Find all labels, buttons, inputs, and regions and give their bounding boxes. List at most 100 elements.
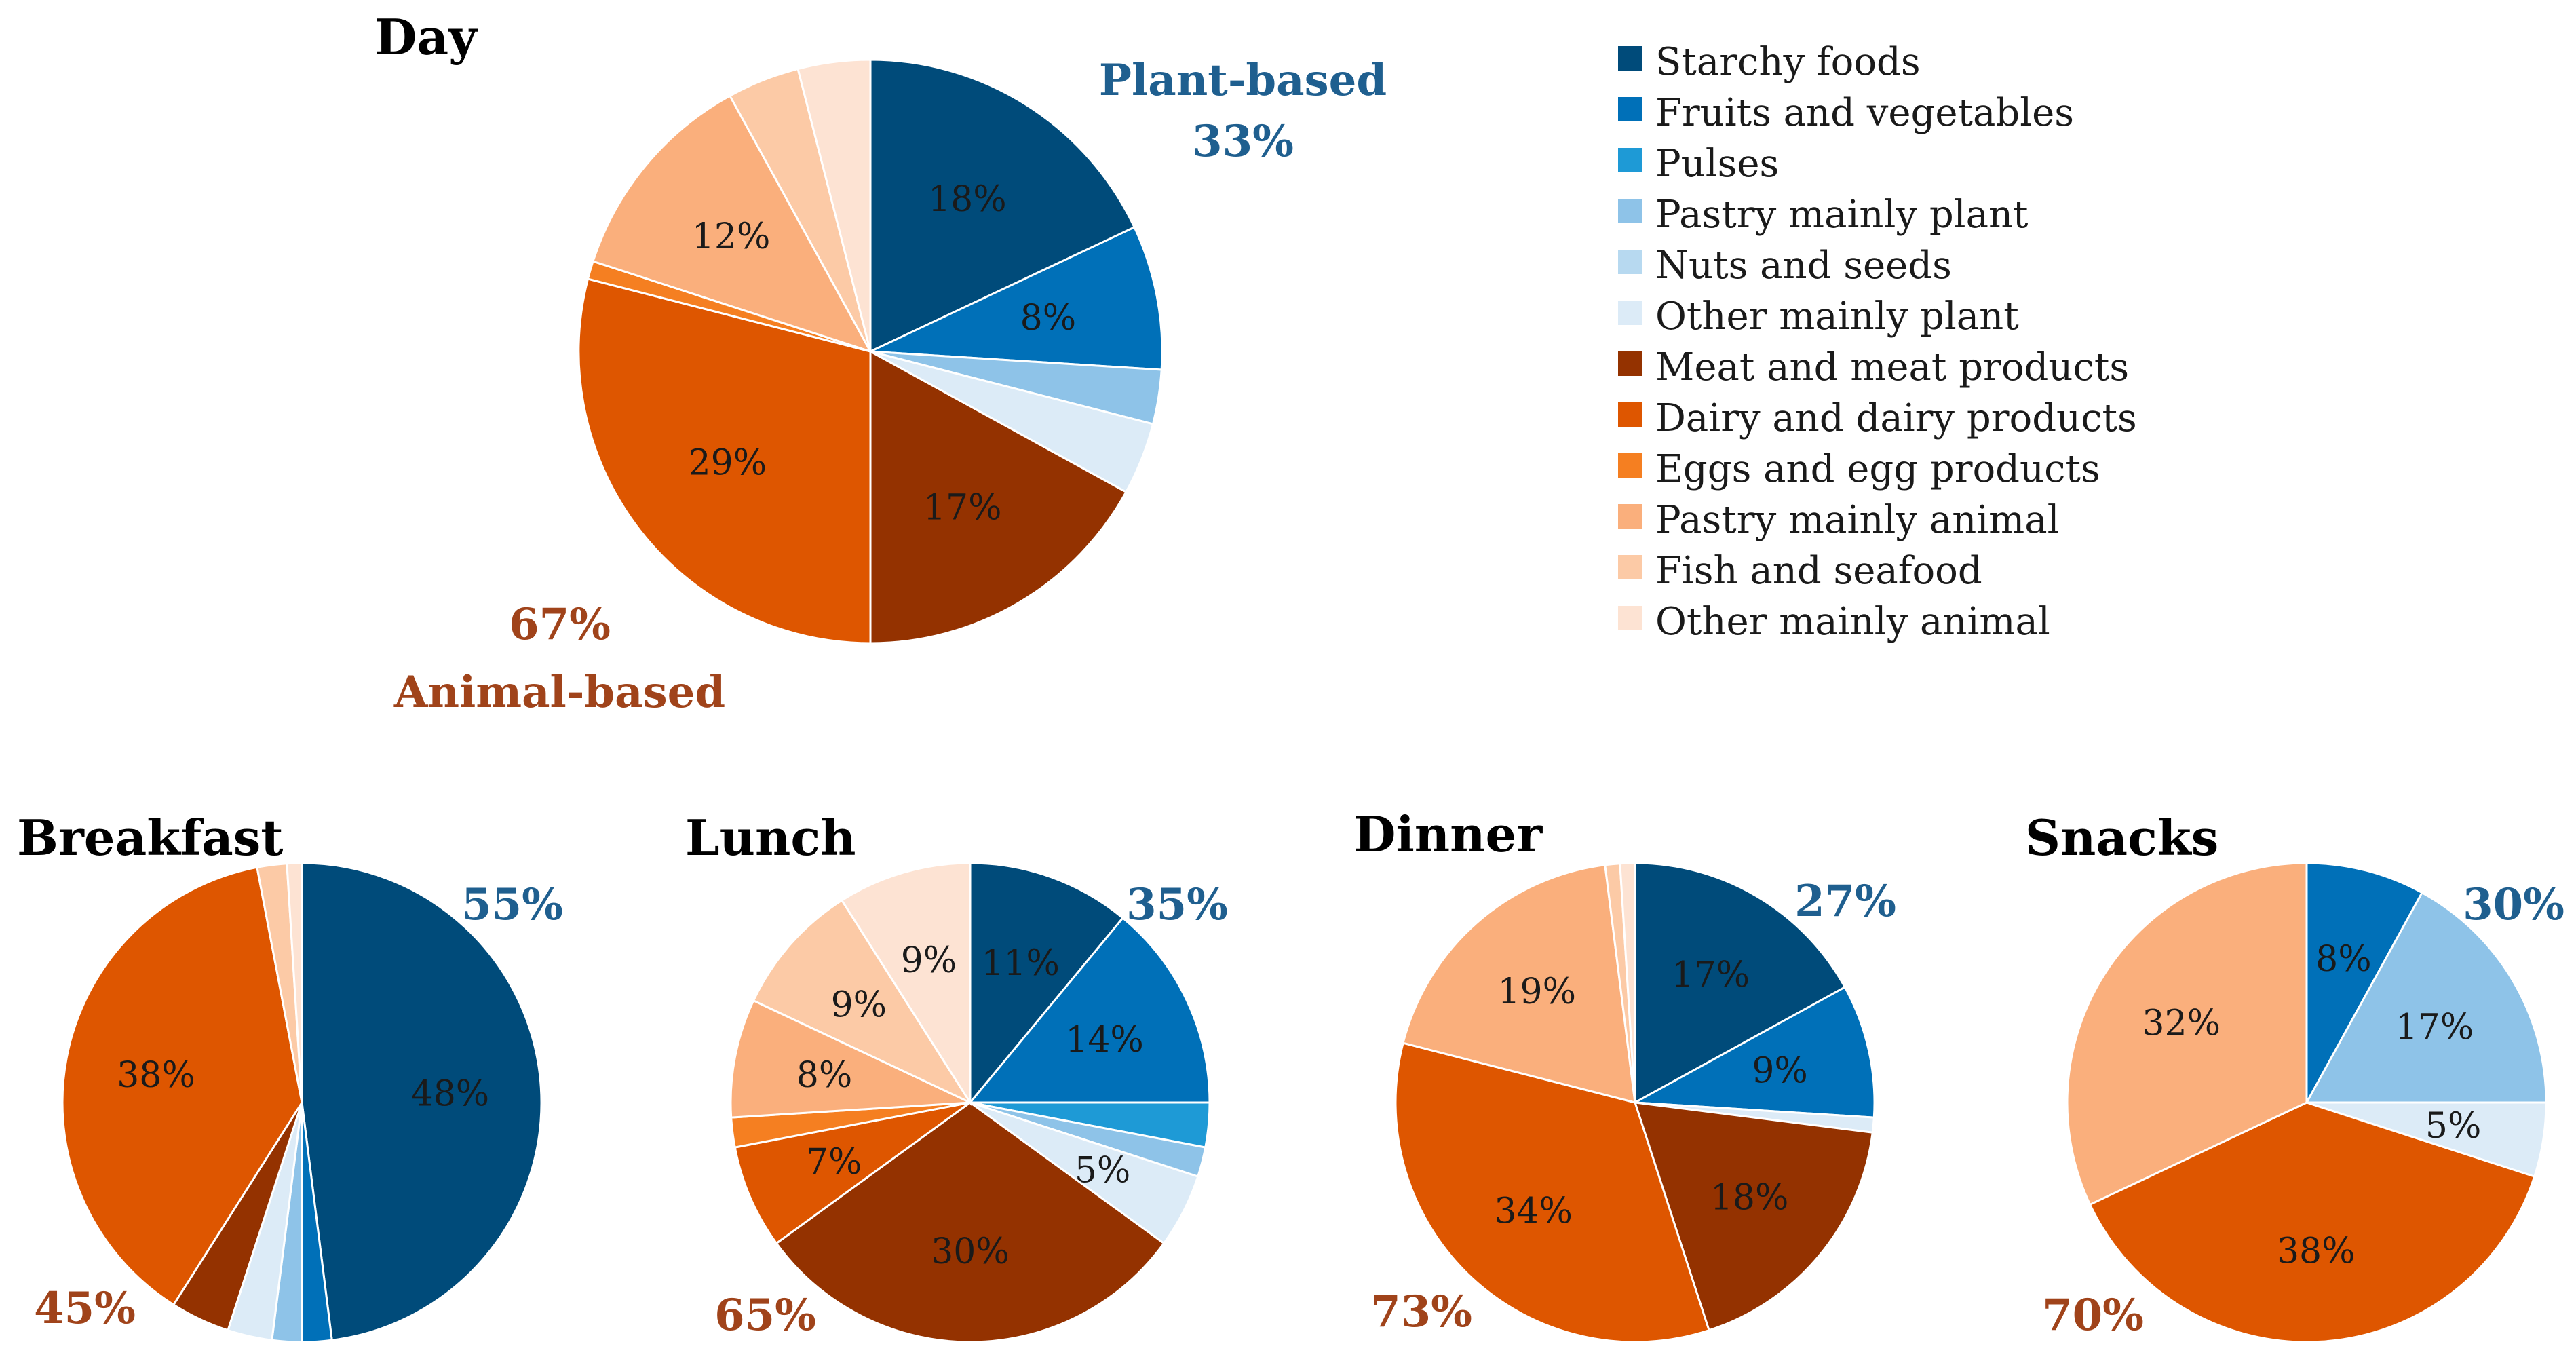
- pie-dinner-slice-other-mainly-animal: [1619, 862, 1636, 1103]
- legend-swatch-pastry-mainly-plant: [1618, 199, 1642, 223]
- pie-lunch-label-other-mainly-animal: 9%: [901, 940, 957, 981]
- legend-label-pastry-mainly-plant: Pastry mainly plant: [1655, 193, 2029, 237]
- legend-label-nuts-and-seeds: Nuts and seeds: [1655, 244, 1952, 288]
- pie-lunch-title: Lunch: [685, 809, 856, 866]
- pie-day-label-pastry-mainly-animal: 12%: [692, 216, 771, 257]
- pie-snacks-label-fruits-and-vegetables: 8%: [2315, 939, 2372, 980]
- pie-lunch-slice-pastry-mainly-animal: [729, 999, 971, 1119]
- pie-dinner-label-dairy-and-dairy-products: 34%: [1494, 1191, 1573, 1232]
- pie-dinner-animal-total: 73%: [1370, 1286, 1472, 1337]
- pie-dinner-plant-total: 27%: [1794, 876, 1896, 927]
- legend-swatch-meat-and-meat-products: [1618, 351, 1642, 376]
- pie-breakfast-slice-starchy-foods: [301, 862, 543, 1341]
- pie-lunch-slice-fish-and-seafood: [752, 898, 974, 1105]
- pie-day-slice-other-mainly-animal: [796, 58, 872, 352]
- pie-breakfast-label-starchy-foods: 48%: [411, 1073, 490, 1114]
- legend: Starchy foods Fruits and vegetables Pulses…: [1618, 40, 2137, 644]
- legend-swatch-other-mainly-animal: [1618, 606, 1642, 630]
- pie-day-label-meat-and-meat-products: 17%: [923, 487, 1002, 528]
- pie-lunch-slice-starchy-foods: [969, 862, 1125, 1106]
- pie-dinner-title: Dinner: [1353, 805, 1543, 863]
- legend-swatch-other-mainly-plant: [1618, 301, 1642, 325]
- pie-snacks-title: Snacks: [2025, 809, 2218, 866]
- pie-dinner-slice-dairy-and-dairy-products: [1394, 1041, 1710, 1343]
- pie-snacks-plant-total: 30%: [2463, 879, 2564, 930]
- legend-swatch-pastry-mainly-animal: [1618, 504, 1642, 529]
- pie-dinner-slice-fruits-and-vegetables: [1631, 985, 1876, 1119]
- pie-lunch-slices: 11%14%5%30%7%8%9%9%: [729, 862, 1211, 1343]
- pie-lunch-slice-other-mainly-animal: [840, 862, 972, 1107]
- pie-snacks-slice-pastry-mainly-plant: [2305, 891, 2548, 1104]
- pie-breakfast-slices: 48% 38%: [61, 862, 543, 1343]
- pie-breakfast-animal-total: 45%: [34, 1283, 136, 1334]
- pie-snacks-label-pastry-mainly-plant: 17%: [2396, 1008, 2474, 1048]
- legend-label-other-mainly-plant: Other mainly plant: [1655, 294, 2019, 339]
- legend-label-starchy-foods: Starchy foods: [1655, 40, 1921, 84]
- pie-snacks: Snacks 8% 17% 5% 38% 32% 30% 70%: [2025, 809, 2564, 1343]
- legend-swatch-nuts-and-seeds: [1618, 250, 1642, 274]
- pie-day-plant-total: 33%: [1192, 116, 1294, 167]
- pie-snacks-label-dairy-and-dairy-products: 38%: [2277, 1231, 2356, 1271]
- pie-day-label-dairy-and-dairy-products: 29%: [689, 442, 767, 483]
- pie-day-slices: 18% 8% 17% 29% 12%: [577, 58, 1164, 645]
- legend-swatch-pulses: [1618, 148, 1642, 172]
- legend-swatch-eggs-and-egg-products: [1618, 453, 1642, 478]
- pie-snacks-label-other-mainly-plant: 5%: [2425, 1106, 2482, 1147]
- pie-lunch-label-meat-and-meat-products: 30%: [931, 1231, 1010, 1272]
- pie-lunch-slice-meat-and-meat-products: [775, 1101, 1166, 1343]
- legend-label-fruits-and-vegetables: Fruits and vegetables: [1655, 91, 2074, 135]
- pie-dinner-slice-pastry-mainly-animal: [1402, 864, 1636, 1105]
- pie-dinner: Dinner 17% 9% 18% 34% 19% 27% 73%: [1353, 805, 1896, 1343]
- pie-day: Day 18% 8% 17% 29% 12% Plant-based 33% 67% A…: [374, 8, 1387, 718]
- pie-lunch-animal-total: 65%: [714, 1290, 816, 1341]
- pie-dinner-slices: 17% 9% 18% 34% 19%: [1394, 862, 1876, 1343]
- legend-label-pulses: Pulses: [1655, 142, 1779, 186]
- pie-lunch-label-fish-and-seafood: 9%: [831, 984, 887, 1025]
- pie-day-label-fruits-and-vegetables: 8%: [1020, 298, 1077, 339]
- legend-label-eggs-and-egg-products: Eggs and egg products: [1655, 447, 2100, 491]
- pie-snacks-slices: 8% 17% 5% 38% 32%: [2066, 862, 2548, 1343]
- pie-breakfast-label-dairy-and-dairy-products: 38%: [117, 1055, 195, 1096]
- pie-lunch-plant-total: 35%: [1126, 879, 1228, 930]
- pie-breakfast-title: Breakfast: [17, 809, 284, 866]
- legend-swatch-fruits-and-vegetables: [1618, 97, 1642, 121]
- pie-dinner-label-starchy-foods: 17%: [1672, 955, 1750, 996]
- pie-lunch: Lunch 11%14%5%30%7%8%9%9% 35% 65%: [685, 809, 1228, 1343]
- legend-label-meat-and-meat-products: Meat and meat products: [1655, 345, 2129, 389]
- pie-dinner-slice-meat-and-meat-products: [1633, 1101, 1874, 1332]
- legend-swatch-dairy-and-dairy-products: [1618, 402, 1642, 427]
- legend-swatch-starchy-foods: [1618, 46, 1642, 71]
- pie-snacks-slice-fruits-and-vegetables: [2305, 862, 2424, 1103]
- pie-breakfast-slice-other-mainly-animal: [286, 862, 303, 1103]
- pie-lunch-label-fruits-and-vegetables: 14%: [1065, 1020, 1144, 1060]
- legend-swatch-fish-and-seafood: [1618, 555, 1642, 579]
- legend-label-other-mainly-animal: Other mainly animal: [1655, 600, 2050, 644]
- pie-breakfast: Breakfast 48% 38% 55% 45%: [17, 809, 563, 1343]
- pie-lunch-label-pastry-mainly-animal: 8%: [796, 1055, 853, 1096]
- pie-day-slice-pastry-mainly-animal: [592, 94, 873, 353]
- pie-day-slice-dairy-and-dairy-products: [577, 277, 872, 645]
- legend-label-fish-and-seafood: Fish and seafood: [1655, 549, 1982, 593]
- pie-lunch-label-starchy-foods: 11%: [981, 943, 1060, 984]
- legend-label-dairy-and-dairy-products: Dairy and dairy products: [1655, 396, 2137, 440]
- pie-dinner-label-pastry-mainly-animal: 19%: [1497, 972, 1576, 1012]
- pie-breakfast-slice-dairy-and-dairy-products: [61, 866, 303, 1307]
- pie-day-animal-label: Animal-based: [393, 667, 725, 718]
- pie-snacks-label-pastry-mainly-animal: 32%: [2142, 1003, 2221, 1044]
- pie-lunch-slice-fruits-and-vegetables: [967, 916, 1211, 1104]
- legend-label-pastry-mainly-animal: Pastry mainly animal: [1655, 498, 2060, 542]
- pie-snacks-animal-total: 70%: [2042, 1290, 2144, 1341]
- pie-lunch-label-dairy-and-dairy-products: 7%: [806, 1142, 862, 1183]
- pie-day-slice-starchy-foods: [869, 58, 1136, 353]
- pie-day-label-starchy-foods: 18%: [928, 179, 1007, 220]
- pie-day-slice-meat-and-meat-products: [869, 349, 1128, 645]
- pie-day-animal-total: 67%: [509, 599, 611, 650]
- pie-dinner-label-meat-and-meat-products: 18%: [1710, 1178, 1789, 1219]
- pie-lunch-slice-dairy-and-dairy-products: [733, 1101, 971, 1245]
- pie-day-slice-fruits-and-vegetables: [870, 225, 1164, 371]
- pie-dinner-slice-starchy-foods: [1634, 862, 1847, 1105]
- pie-breakfast-plant-total: 55%: [461, 879, 563, 930]
- pie-dinner-label-fruits-and-vegetables: 9%: [1752, 1050, 1808, 1091]
- pie-snacks-slice-pastry-mainly-animal: [2066, 862, 2308, 1206]
